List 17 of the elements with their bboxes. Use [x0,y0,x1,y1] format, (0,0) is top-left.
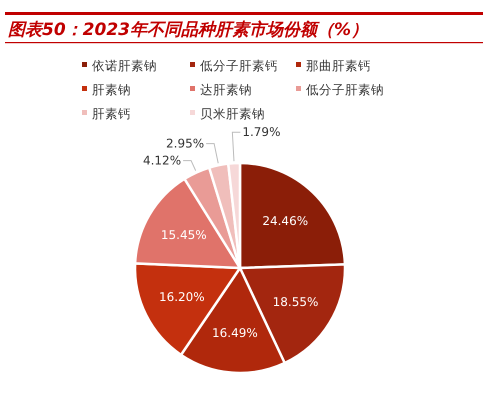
legend-label: 低分子肝素钠 [306,82,384,97]
data-label: 16.20% [158,290,205,304]
legend-label: 达肝素钠 [200,82,252,97]
legend-label: 贝米肝素钠 [200,106,265,121]
legend-label: 那曲肝素钙 [306,58,371,73]
data-label: 1.79% [242,125,280,140]
chart-title: 图表50：2023年不同品种肝素市场份额（%） [8,20,368,40]
data-label: 2.95% [166,136,204,151]
legend-label: 低分子肝素钙 [200,58,278,73]
data-label: 15.45% [160,228,207,242]
legend-label: 肝素钠 [92,82,131,97]
data-label: 4.12% [142,154,182,168]
data-label: 16.49% [212,326,258,340]
data-label: 18.55% [272,294,318,309]
legend-label: 依诺肝素钠 [92,58,157,73]
data-label: 24.46% [262,214,308,228]
legend-label: 肝素钙 [92,106,131,121]
